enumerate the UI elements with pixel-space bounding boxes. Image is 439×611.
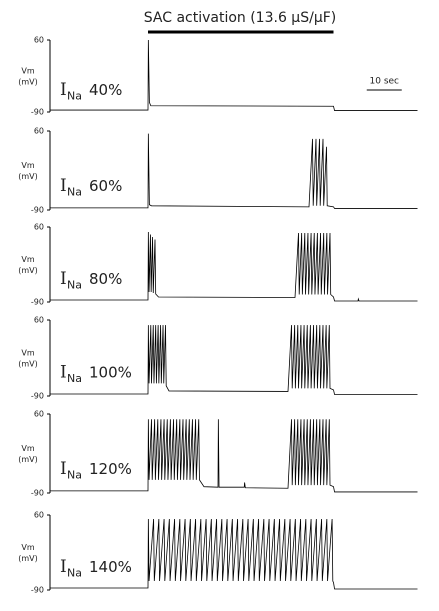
voltage-trace xyxy=(50,39,418,111)
percent-label: 40% xyxy=(89,81,122,99)
percent-label: 140% xyxy=(89,558,132,576)
y-label: Vm xyxy=(21,444,34,453)
y-unit: (mV) xyxy=(18,360,38,369)
current-symbol: I xyxy=(60,176,67,196)
current-subscript: Na xyxy=(67,372,82,385)
y-label: Vm xyxy=(21,349,34,358)
percent-label: 100% xyxy=(89,364,132,382)
voltage-trace xyxy=(50,419,418,493)
y-unit: (mV) xyxy=(18,554,38,563)
current-symbol: I xyxy=(60,459,67,479)
current-subscript: Na xyxy=(67,279,82,292)
current-symbol: I xyxy=(60,80,67,100)
y-unit: (mV) xyxy=(18,172,38,181)
voltage-trace xyxy=(50,133,418,209)
title: SAC activation (13.6 µS/µF) xyxy=(144,10,337,26)
percent-label: 60% xyxy=(89,177,122,195)
y-tick-label: -90 xyxy=(31,108,44,117)
y-tick-label: 60 xyxy=(34,410,44,419)
y-tick-label: -90 xyxy=(31,489,44,498)
y-tick-label: -90 xyxy=(31,298,44,307)
y-tick-label: -90 xyxy=(31,206,44,215)
y-unit: (mV) xyxy=(18,78,38,87)
current-subscript: Na xyxy=(67,567,82,580)
y-label: Vm xyxy=(21,67,34,76)
y-tick-label: 60 xyxy=(34,223,44,232)
current-symbol: I xyxy=(60,557,67,577)
current-subscript: Na xyxy=(67,468,82,481)
y-tick-label: 60 xyxy=(34,127,44,136)
y-tick-label: 60 xyxy=(34,511,44,520)
y-tick-label: 60 xyxy=(34,316,44,325)
y-tick-label: 60 xyxy=(34,36,44,45)
percent-label: 120% xyxy=(89,460,132,478)
current-subscript: Na xyxy=(67,89,82,102)
current-subscript: Na xyxy=(67,185,82,198)
percent-label: 80% xyxy=(89,270,122,288)
y-label: Vm xyxy=(21,255,34,264)
y-tick-label: -90 xyxy=(31,392,44,401)
current-symbol: I xyxy=(60,269,67,289)
voltage-trace xyxy=(50,325,418,395)
y-label: Vm xyxy=(21,161,34,170)
current-symbol: I xyxy=(60,363,67,383)
y-unit: (mV) xyxy=(18,266,38,275)
voltage-trace xyxy=(50,518,418,590)
voltage-trace xyxy=(50,231,418,302)
scale-bar-label: 10 sec xyxy=(370,77,400,87)
y-tick-label: -90 xyxy=(31,586,44,595)
y-unit: (mV) xyxy=(18,455,38,464)
y-label: Vm xyxy=(21,543,34,552)
